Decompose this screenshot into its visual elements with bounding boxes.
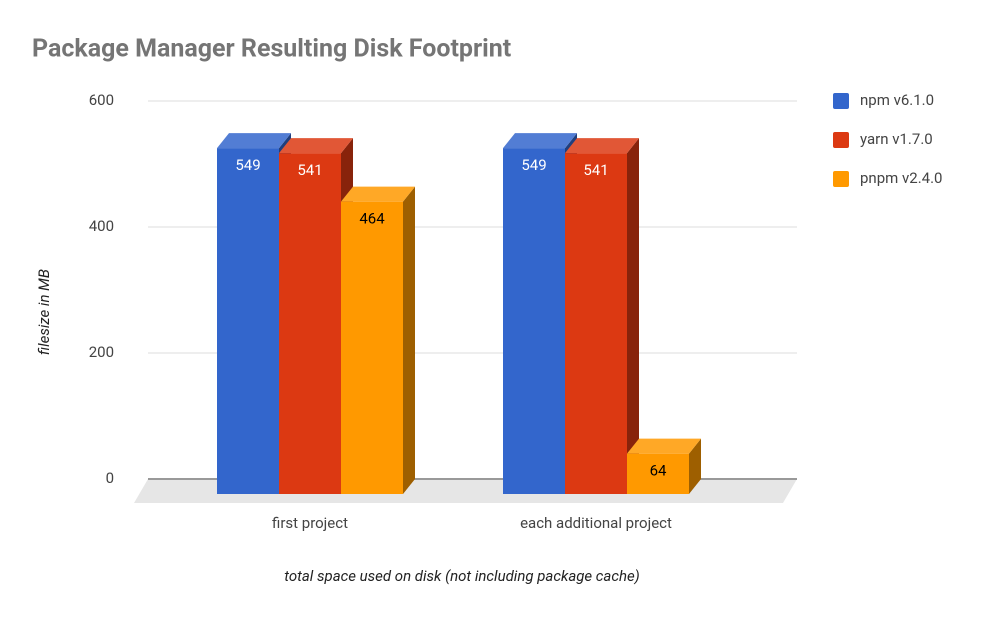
data-label: 64 (650, 462, 667, 480)
bar-top (627, 438, 701, 454)
bar-side (627, 138, 639, 495)
data-label: 541 (297, 161, 322, 179)
x-tick-label: first project (272, 514, 348, 532)
y-axis-title: filesize in MB (35, 269, 53, 355)
chart-title: Package Manager Resulting Disk Footprint (32, 35, 511, 64)
x-axis-title: total space used on disk (not including … (284, 567, 640, 585)
data-label: 464 (359, 210, 385, 228)
legend-label: npm v6.1.0 (860, 91, 934, 109)
bar (565, 153, 627, 495)
data-label: 541 (583, 161, 608, 179)
y-tick-label: 200 (89, 343, 114, 361)
x-tick-label: each additional project (520, 514, 672, 532)
bar-top (503, 133, 577, 149)
bar (279, 153, 341, 495)
legend-label: yarn v1.7.0 (860, 130, 933, 148)
legend-swatch (833, 93, 849, 109)
legend-swatch (833, 132, 849, 148)
bar (217, 148, 279, 494)
legend-swatch (833, 171, 849, 187)
bar-top (565, 138, 639, 154)
bar-top (279, 138, 353, 154)
bar-top (341, 186, 415, 202)
data-label: 549 (235, 156, 260, 174)
data-label: 549 (521, 156, 546, 174)
y-tick-label: 400 (89, 217, 114, 235)
bar-top (217, 133, 291, 149)
bar (503, 148, 565, 494)
legend-label: pnpm v2.4.0 (860, 169, 942, 187)
bar-side (689, 438, 701, 494)
bar (341, 201, 403, 494)
bar-side (403, 186, 415, 494)
y-tick-label: 0 (106, 469, 114, 487)
y-tick-label: 600 (89, 91, 114, 109)
bar (627, 453, 689, 494)
